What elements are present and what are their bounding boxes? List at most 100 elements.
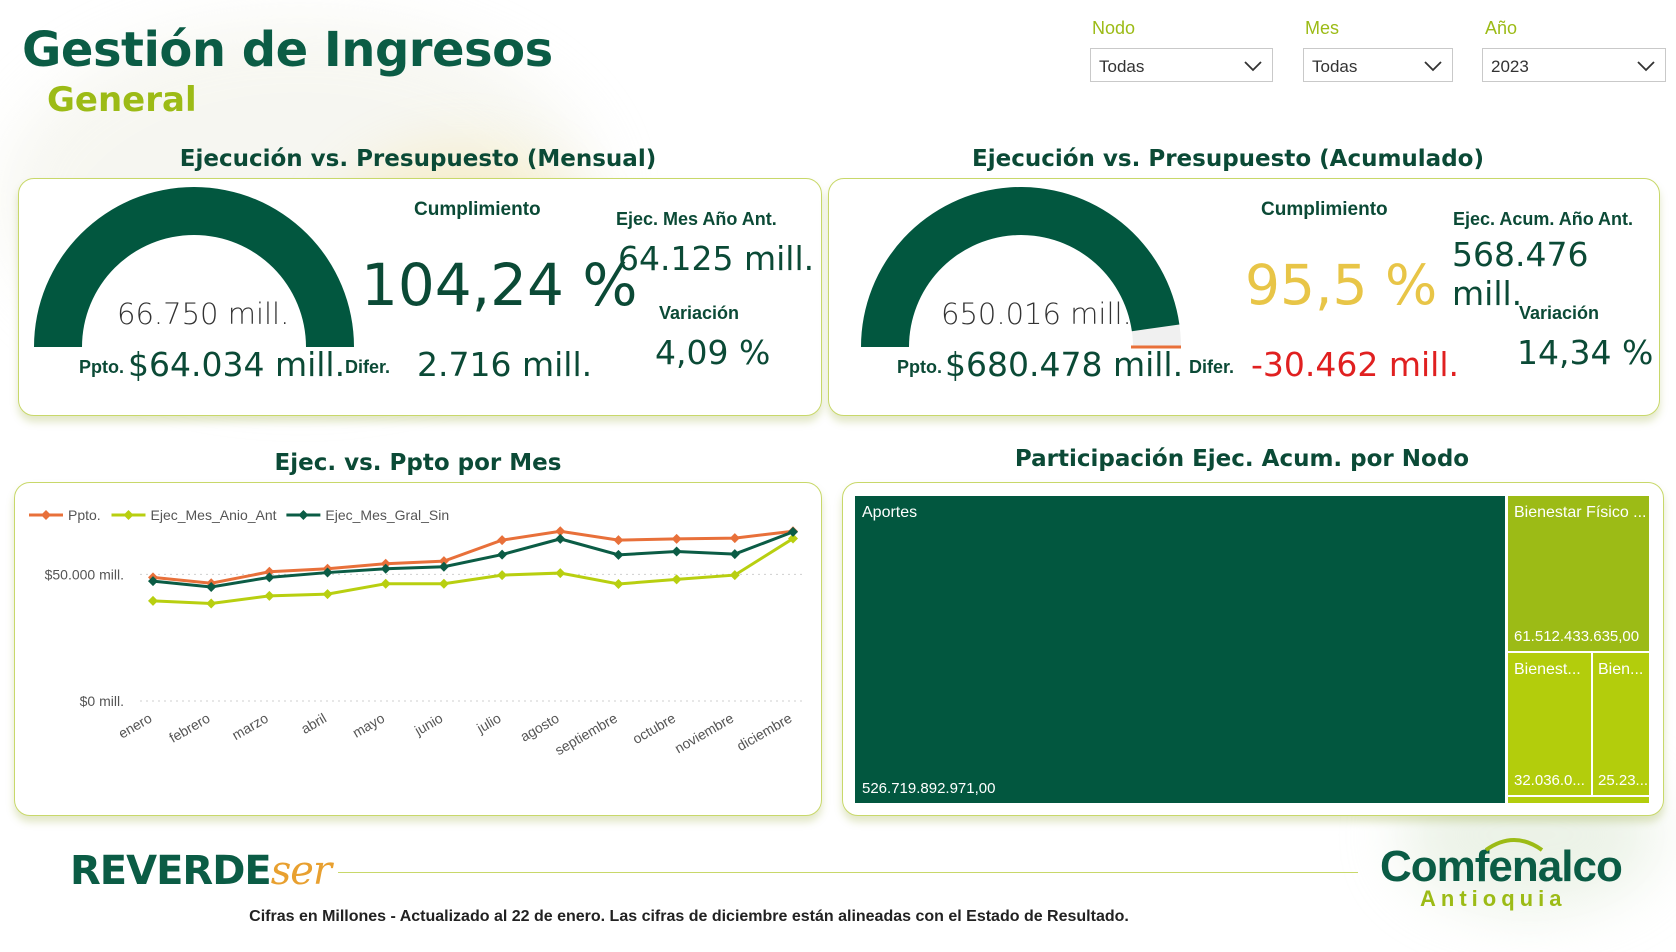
treemap-tile-value: 526.719.892.971,00	[862, 780, 996, 797]
x-tick-label: diciembre	[734, 710, 795, 754]
x-tick-label: abril	[298, 710, 329, 737]
treemap-tile-label: Bien...	[1598, 661, 1644, 678]
accum-prev-value: 568.476 mill.	[1452, 235, 1589, 313]
monthly-prev-value: 64.125 mill.	[618, 239, 815, 278]
monthly-variacion-label: Variación	[659, 303, 740, 323]
accum-prev-label: Ejec. Acum. Año Ant.	[1453, 209, 1634, 229]
treemap-tile-label: Bienestar Físico ...	[1514, 504, 1647, 521]
x-tick-label: mayo	[350, 710, 388, 741]
accum-ppto-value: $680.478 mill.	[945, 345, 1184, 384]
data-point	[438, 561, 449, 572]
x-tick-label: marzo	[229, 710, 271, 743]
logo-text-ser: ser	[270, 848, 332, 894]
legend-label: Ppto.	[68, 507, 101, 523]
data-point	[264, 590, 275, 601]
accum-gauge-value: 650.016 mill.	[941, 297, 1132, 331]
monthly-prev-label: Ejec. Mes Año Ant.	[616, 209, 777, 229]
data-point	[729, 570, 740, 581]
monthly-ppto-label: Ppto.	[79, 357, 124, 377]
data-point	[497, 570, 508, 581]
monthly-gauge-value: 66.750 mill.	[117, 297, 290, 331]
data-point	[380, 578, 391, 589]
y-tick-label: $50.000 mill.	[45, 566, 124, 582]
data-point	[497, 549, 508, 560]
data-point	[613, 549, 624, 560]
page-title: Gestión de Ingresos	[22, 22, 553, 78]
filter-label-anio: Año	[1485, 18, 1518, 38]
line-chart: $50.000 mill. $0 mill.enero febrero marzo ab…	[29, 507, 805, 758]
accum-card: 650.016 mill. Ppto. $680.478 mill. Cumpl…	[828, 178, 1660, 416]
legend-marker	[123, 510, 134, 520]
monthly-difer-value: 2.716 mill.	[417, 345, 593, 384]
treemap-tile-value: 25.23...	[1598, 772, 1649, 789]
x-tick-label: junio	[411, 710, 446, 739]
series-line	[152, 529, 794, 585]
monthly-card: 66.750 mill. Ppto. $64.034 mill. Cumplim…	[18, 178, 822, 416]
accum-card-title: Ejecución vs. Presupuesto (Acumulado)	[972, 146, 1484, 172]
treemap-tile-bienestar-3[interactable]: Bien... 25.23...	[1593, 653, 1649, 795]
comfenalco-logo-name: Comfenalco	[1380, 842, 1623, 891]
chevron-down-icon	[1637, 61, 1655, 72]
accum-cumplimiento-label: Cumplimiento	[1261, 199, 1388, 220]
accum-ppto-label: Ppto.	[897, 357, 942, 377]
anio-dropdown-value: 2023	[1491, 57, 1529, 76]
monthly-difer-label: Difer.	[345, 357, 391, 377]
treemap-tile-small[interactable]	[1508, 797, 1649, 803]
anio-dropdown[interactable]: 2023	[1482, 48, 1666, 82]
comfenalco-logo-arc	[1484, 838, 1544, 852]
mes-dropdown[interactable]: Todas	[1303, 48, 1453, 82]
accum-difer-value: -30.462 mill.	[1251, 345, 1460, 384]
logo-text-reverde: REVERDE	[70, 848, 272, 894]
treemap-card: Aportes 526.719.892.971,00 Bienestar Fís…	[842, 482, 1664, 816]
page-subtitle: General	[47, 80, 197, 120]
footer-divider	[338, 872, 1358, 873]
treemap-tile-aportes[interactable]: Aportes 526.719.892.971,00	[855, 496, 1505, 803]
data-point	[555, 568, 566, 579]
y-tick-label: $0 mill.	[80, 693, 124, 709]
line-chart-card: $50.000 mill. $0 mill. enero febrero marzo ab…	[14, 482, 822, 816]
treemap-tile-value: 32.036.0...	[1514, 772, 1585, 789]
footer-note: Cifras en Millones - Actualizado al 22 d…	[249, 908, 1129, 925]
filter-label-nodo: Nodo	[1092, 18, 1136, 38]
data-point	[613, 578, 624, 589]
accum-variacion-label: Variación	[1519, 303, 1600, 323]
data-point	[148, 576, 158, 587]
data-point	[322, 589, 333, 600]
data-point	[380, 563, 391, 574]
data-point	[788, 533, 798, 544]
data-point	[206, 582, 217, 592]
x-tick-label: enero	[115, 710, 154, 742]
monthly-ppto-value: $64.034 mill.	[128, 345, 346, 384]
legend-label: Ejec_Mes_Anio_Ant	[151, 507, 277, 523]
treemap-tile-bienestar-fisico[interactable]: Bienestar Físico ... 61.512.433.635,00	[1508, 496, 1649, 651]
chevron-down-icon	[1244, 61, 1262, 72]
data-point	[671, 574, 682, 585]
monthly-cumplimiento-value: 104,24 %	[361, 251, 638, 319]
data-point	[438, 556, 449, 567]
reverdeser-logo: REVERDEser	[70, 848, 332, 894]
filter-label-mes: Mes	[1305, 18, 1340, 38]
data-point	[148, 595, 158, 606]
treemap-tile-label: Bienest...	[1514, 661, 1581, 678]
monthly-cumplimiento-label: Cumplimiento	[414, 199, 541, 220]
data-point	[497, 535, 508, 546]
data-point	[788, 526, 798, 537]
accum-gauge	[861, 187, 1182, 349]
nodo-dropdown[interactable]: Todas	[1090, 48, 1273, 82]
treemap-tile-label: Aportes	[862, 504, 918, 521]
legend-label: Ejec_Mes_Gral_Sin	[325, 507, 449, 523]
data-point	[729, 533, 740, 544]
treemap-tile-bienestar-2[interactable]: Bienest... 32.036.0...	[1508, 653, 1591, 795]
nodo-dropdown-value: Todas	[1099, 57, 1145, 76]
data-point	[264, 572, 275, 583]
data-point	[438, 578, 449, 589]
accum-difer-label: Difer.	[1189, 357, 1235, 377]
accum-variacion-value: 14,34 %	[1517, 333, 1654, 372]
mes-dropdown-value: Todas	[1312, 57, 1358, 76]
data-point	[671, 533, 682, 544]
series-line	[152, 530, 794, 589]
data-point	[671, 546, 682, 557]
accum-cumplimiento-value: 95,5 %	[1245, 253, 1438, 317]
data-point	[322, 567, 333, 578]
legend-marker	[298, 510, 309, 520]
